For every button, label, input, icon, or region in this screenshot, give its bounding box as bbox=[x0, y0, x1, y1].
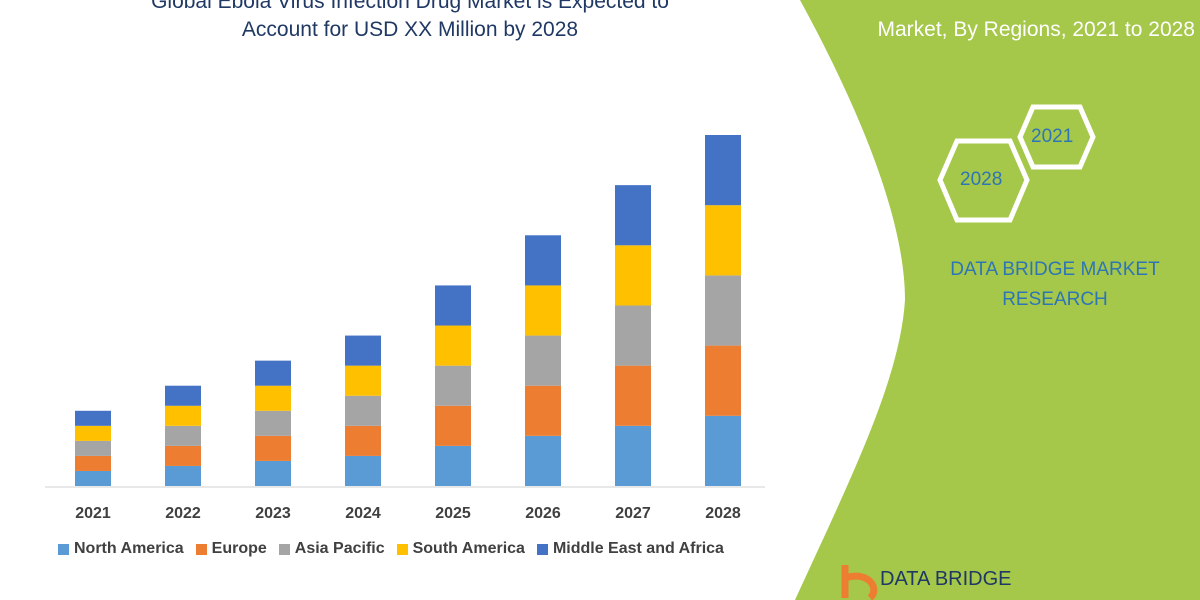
x-tick-label: 2027 bbox=[615, 505, 651, 522]
bar-segment-2025-south-america bbox=[435, 325, 471, 366]
bar-segment-2026-asia-pacific bbox=[525, 335, 561, 386]
legend: North America Europe Asia Pacific South … bbox=[58, 540, 724, 558]
bar-segment-2025-north-america bbox=[435, 445, 471, 486]
brand-text: DATA BRIDGE MARKET RESEARCH bbox=[900, 255, 1200, 315]
bar-segment-2021-south-america bbox=[75, 425, 111, 441]
brand-line-2: RESEARCH bbox=[1002, 289, 1108, 310]
legend-label: South America bbox=[412, 540, 525, 557]
x-tick-label: 2024 bbox=[345, 505, 381, 522]
bar-segment-2026-middle-east-and-africa bbox=[525, 235, 561, 286]
bar-segment-2027-north-america bbox=[615, 425, 651, 486]
bar-segment-2024-asia-pacific bbox=[345, 395, 381, 426]
legend-swatch bbox=[195, 543, 207, 555]
bar-segment-2027-europe bbox=[615, 365, 651, 426]
legend-label: Asia Pacific bbox=[294, 540, 385, 557]
bar-segment-2028-north-america bbox=[705, 415, 741, 486]
x-tick-label: 2022 bbox=[165, 505, 201, 522]
bar-segment-2022-south-america bbox=[165, 405, 201, 426]
bar-segment-2024-europe bbox=[345, 425, 381, 456]
legend-item: Europe bbox=[195, 540, 267, 558]
chart-title: Global Ebola Virus Infection Drug Market… bbox=[100, 0, 720, 44]
legend-swatch bbox=[396, 543, 408, 555]
title-line-2: Account for USD XX Million by 2028 bbox=[241, 18, 579, 41]
bar-segment-2027-asia-pacific bbox=[615, 305, 651, 366]
legend-swatch bbox=[58, 543, 69, 555]
legend-label: North America bbox=[74, 540, 184, 557]
bar-segment-2028-south-america bbox=[705, 205, 741, 276]
title-line-1: Global Ebola Virus Infection Drug Market… bbox=[151, 0, 669, 13]
x-tick-label: 2025 bbox=[435, 505, 471, 522]
legend-label: Europe bbox=[211, 540, 267, 557]
bar-segment-2021-north-america bbox=[75, 470, 111, 486]
legend-swatch bbox=[278, 543, 290, 555]
bar-segment-2026-europe bbox=[525, 385, 561, 436]
bar-segment-2022-europe bbox=[165, 445, 201, 466]
legend-item: Middle East and Africa bbox=[536, 540, 724, 558]
panel-title: Market, By Regions, 2021 to 2028 bbox=[820, 0, 1195, 44]
bar-segment-2026-south-america bbox=[525, 285, 561, 336]
bar-segment-2023-south-america bbox=[255, 385, 291, 411]
bar-segment-2027-south-america bbox=[615, 245, 651, 306]
panel-title-text: Market, By Regions, 2021 to 2028 bbox=[877, 18, 1195, 41]
bar-segment-2028-middle-east-and-africa bbox=[705, 135, 741, 206]
legend-swatch bbox=[536, 543, 548, 555]
bar-segment-2025-asia-pacific bbox=[435, 365, 471, 406]
bar-segment-2021-middle-east-and-africa bbox=[75, 410, 111, 426]
bar-segment-2023-middle-east-and-africa bbox=[255, 360, 291, 386]
bar-segment-2025-middle-east-and-africa bbox=[435, 285, 471, 326]
x-tick-label: 2028 bbox=[705, 505, 741, 522]
bar-segment-2021-europe bbox=[75, 455, 111, 471]
bar-segment-2023-asia-pacific bbox=[255, 410, 291, 436]
bar-segment-2023-europe bbox=[255, 435, 291, 461]
bar-segment-2024-south-america bbox=[345, 365, 381, 396]
bar-segment-2023-north-america bbox=[255, 460, 291, 486]
legend-item: North America bbox=[58, 540, 184, 558]
x-tick-label: 2026 bbox=[525, 505, 561, 522]
x-tick-label: 2021 bbox=[75, 505, 111, 522]
bar-segment-2022-north-america bbox=[165, 465, 201, 486]
hexagon-icons bbox=[937, 104, 1096, 223]
bar-segment-2022-middle-east-and-africa bbox=[165, 385, 201, 406]
hex-label-2028: 2028 bbox=[960, 169, 1003, 190]
legend-label: Middle East and Africa bbox=[552, 540, 724, 557]
brand-line-1: DATA BRIDGE MARKET bbox=[950, 259, 1160, 280]
bar-segment-2022-asia-pacific bbox=[165, 425, 201, 446]
logo-icon bbox=[841, 565, 878, 600]
legend-item: Asia Pacific bbox=[278, 540, 385, 558]
hex-label-2021: 2021 bbox=[1031, 126, 1074, 147]
bar-segment-2028-asia-pacific bbox=[705, 275, 741, 346]
x-tick-label: 2023 bbox=[255, 505, 291, 522]
bar-segment-2021-asia-pacific bbox=[75, 440, 111, 456]
bar-segment-2024-north-america bbox=[345, 455, 381, 486]
green-panel bbox=[795, 0, 1200, 600]
hexagon-2028-icon bbox=[937, 138, 1030, 223]
bar-segment-2024-middle-east-and-africa bbox=[345, 335, 381, 366]
hexagon-2021-icon bbox=[1017, 104, 1096, 170]
bar-segment-2028-europe bbox=[705, 345, 741, 416]
logo-text: DATA BRIDGE bbox=[880, 568, 1012, 590]
legend-item: South America bbox=[396, 540, 525, 558]
bar-segment-2025-europe bbox=[435, 405, 471, 446]
bar-segment-2026-north-america bbox=[525, 435, 561, 486]
bar-segment-2027-middle-east-and-africa bbox=[615, 185, 651, 246]
